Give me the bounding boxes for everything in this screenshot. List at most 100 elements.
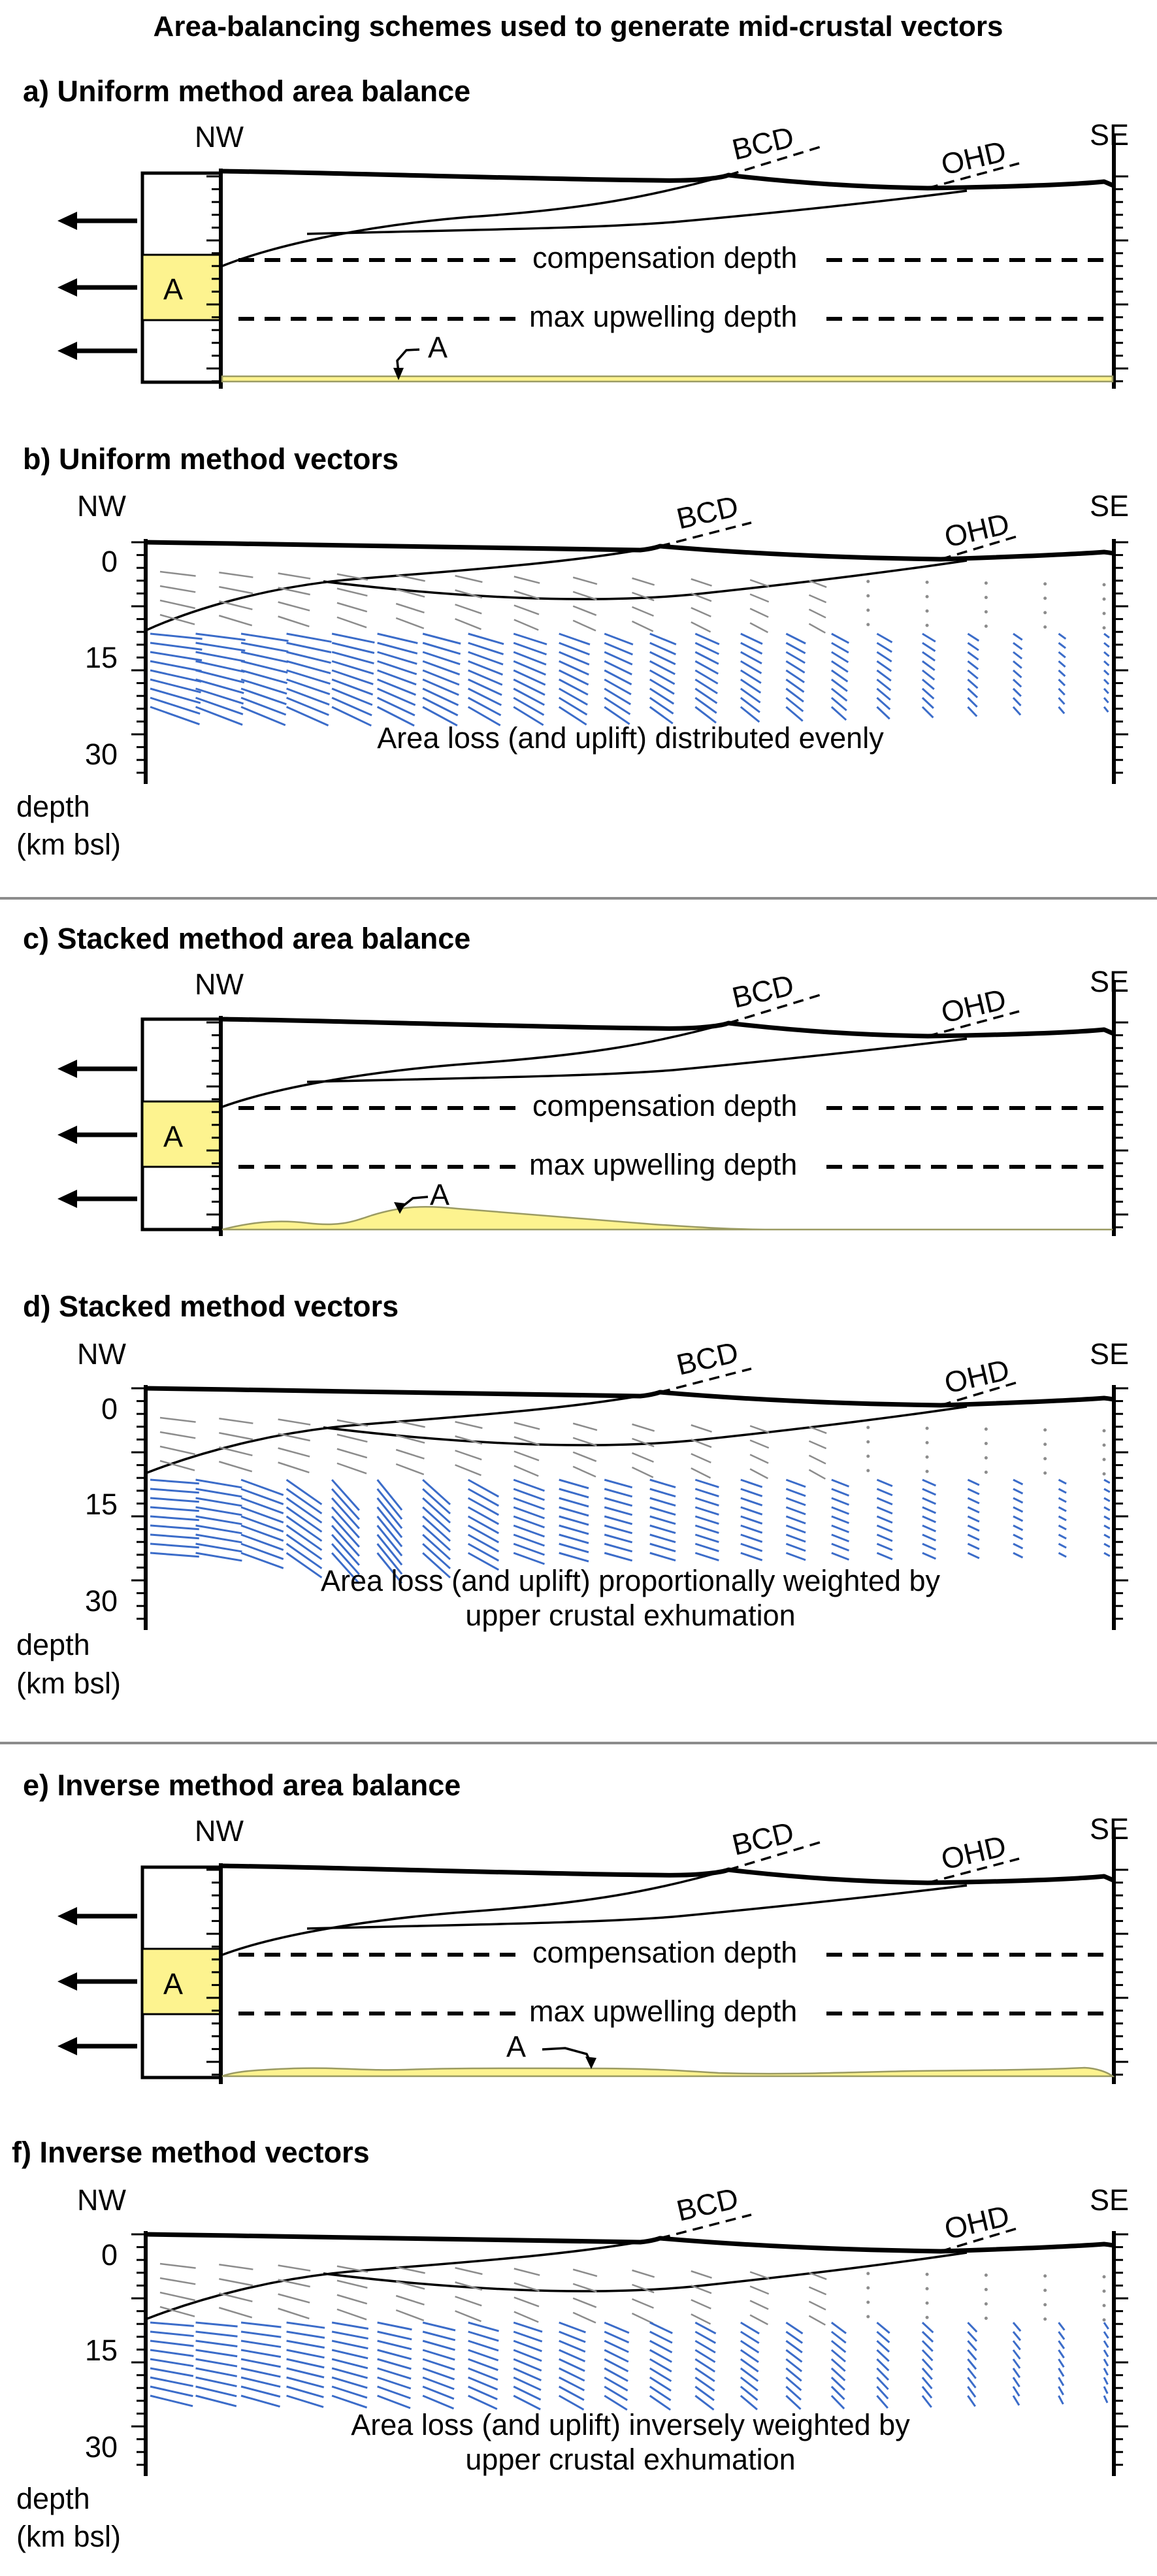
vector-line xyxy=(513,1542,545,1556)
vector-line xyxy=(240,632,289,642)
vector-line xyxy=(285,1478,323,1505)
vector-line xyxy=(150,678,201,694)
vector-line xyxy=(377,2394,411,2409)
vector-line xyxy=(649,1524,676,1535)
vector-line xyxy=(422,669,460,686)
vector-line xyxy=(218,615,253,627)
vector-line xyxy=(1103,2377,1109,2385)
vector-line xyxy=(468,678,502,696)
vector-line xyxy=(1103,2340,1109,2349)
vector-line xyxy=(740,678,762,694)
vector-line xyxy=(336,1462,367,1475)
vector-line xyxy=(513,1465,539,1477)
vector-line xyxy=(649,1515,676,1525)
vector-line xyxy=(831,632,849,644)
vector-line xyxy=(468,2358,498,2372)
vector-line xyxy=(159,2262,196,2269)
vector-line xyxy=(922,1542,936,1551)
vector-line xyxy=(785,1478,806,1488)
vector-line xyxy=(694,2358,716,2373)
vector-line xyxy=(558,706,587,726)
vector-line xyxy=(395,2280,425,2290)
vector-line xyxy=(649,2358,672,2373)
vector-line xyxy=(922,1552,936,1560)
vector-line xyxy=(376,1479,403,1511)
vector-line xyxy=(691,593,712,602)
upper-crust-vectors xyxy=(159,2262,1106,2326)
vector-line xyxy=(395,2309,425,2322)
panel-d-stacked-vectors: d) Stacked method vectors NW SE 0 15 30 … xyxy=(16,1290,1129,1700)
vector-line xyxy=(1012,678,1022,688)
vector-dot xyxy=(866,608,870,612)
vector-line xyxy=(286,642,332,653)
vector-line xyxy=(785,706,804,722)
vector-line xyxy=(422,1478,451,1505)
vector-line xyxy=(1012,2386,1020,2397)
vector-line xyxy=(286,687,330,706)
vector-line xyxy=(422,2321,456,2332)
vector-dot xyxy=(925,2315,929,2319)
vector-line xyxy=(285,1542,323,1569)
area-pointer xyxy=(402,1196,429,1207)
vector-line xyxy=(331,696,372,717)
vector-line xyxy=(1103,1497,1111,1503)
vector-line xyxy=(1103,2386,1109,2394)
vector-line xyxy=(1013,660,1022,669)
vector-line xyxy=(377,678,416,696)
vector-line xyxy=(694,2376,715,2392)
area-loss-inverse xyxy=(221,2066,1115,2078)
vector-line xyxy=(604,2394,628,2411)
vector-line xyxy=(967,1524,980,1532)
vector-line xyxy=(240,651,289,663)
vector-line xyxy=(559,2340,586,2353)
vector-line xyxy=(336,2265,368,2273)
vector-line xyxy=(559,2358,585,2372)
vector-line xyxy=(468,2394,498,2410)
vector-line xyxy=(604,1524,633,1535)
vector-line xyxy=(467,687,502,706)
vector-line xyxy=(376,1507,403,1539)
vector-line xyxy=(513,1515,545,1529)
vector-line xyxy=(377,2358,412,2370)
vector-dot xyxy=(925,2272,929,2276)
vector-line xyxy=(513,604,540,615)
vector-line xyxy=(1058,678,1066,687)
vector-dot xyxy=(866,2272,870,2275)
vector-line xyxy=(921,2377,933,2390)
vector-line xyxy=(632,1452,654,1463)
vector-dot xyxy=(925,609,929,613)
vector-line xyxy=(749,593,770,603)
vector-line xyxy=(159,2277,196,2285)
vector-line xyxy=(195,1506,242,1516)
vector-line xyxy=(336,602,368,613)
vector-line xyxy=(240,687,287,706)
vector-line xyxy=(559,651,590,666)
vector-line xyxy=(1058,1533,1067,1540)
nw-label: NW xyxy=(195,1814,244,1848)
vector-line xyxy=(922,1506,936,1514)
vector-line xyxy=(285,1533,323,1560)
vector-line xyxy=(604,642,633,656)
vector-line xyxy=(159,1459,195,1471)
vector-line xyxy=(1058,669,1066,677)
vector-line xyxy=(219,572,253,578)
depth-axis-label: depth xyxy=(16,1628,90,1661)
vector-line xyxy=(831,1506,850,1515)
vector-line xyxy=(150,2330,194,2338)
vector-line xyxy=(513,2358,542,2372)
vector-line xyxy=(1058,1488,1067,1494)
vector-line xyxy=(513,632,547,645)
vector-dot xyxy=(984,596,988,599)
vector-line xyxy=(395,588,425,598)
vector-line xyxy=(604,669,632,685)
vector-line xyxy=(922,1497,936,1505)
vector-line xyxy=(286,651,331,664)
left-ticks xyxy=(131,1387,146,1620)
vector-line xyxy=(1058,696,1066,705)
vector-dot xyxy=(866,1426,870,1429)
vector-line xyxy=(572,1437,597,1447)
vector-line xyxy=(422,651,461,666)
vector-line xyxy=(740,687,761,704)
vector-line xyxy=(195,2330,238,2338)
vector-line xyxy=(422,660,461,676)
